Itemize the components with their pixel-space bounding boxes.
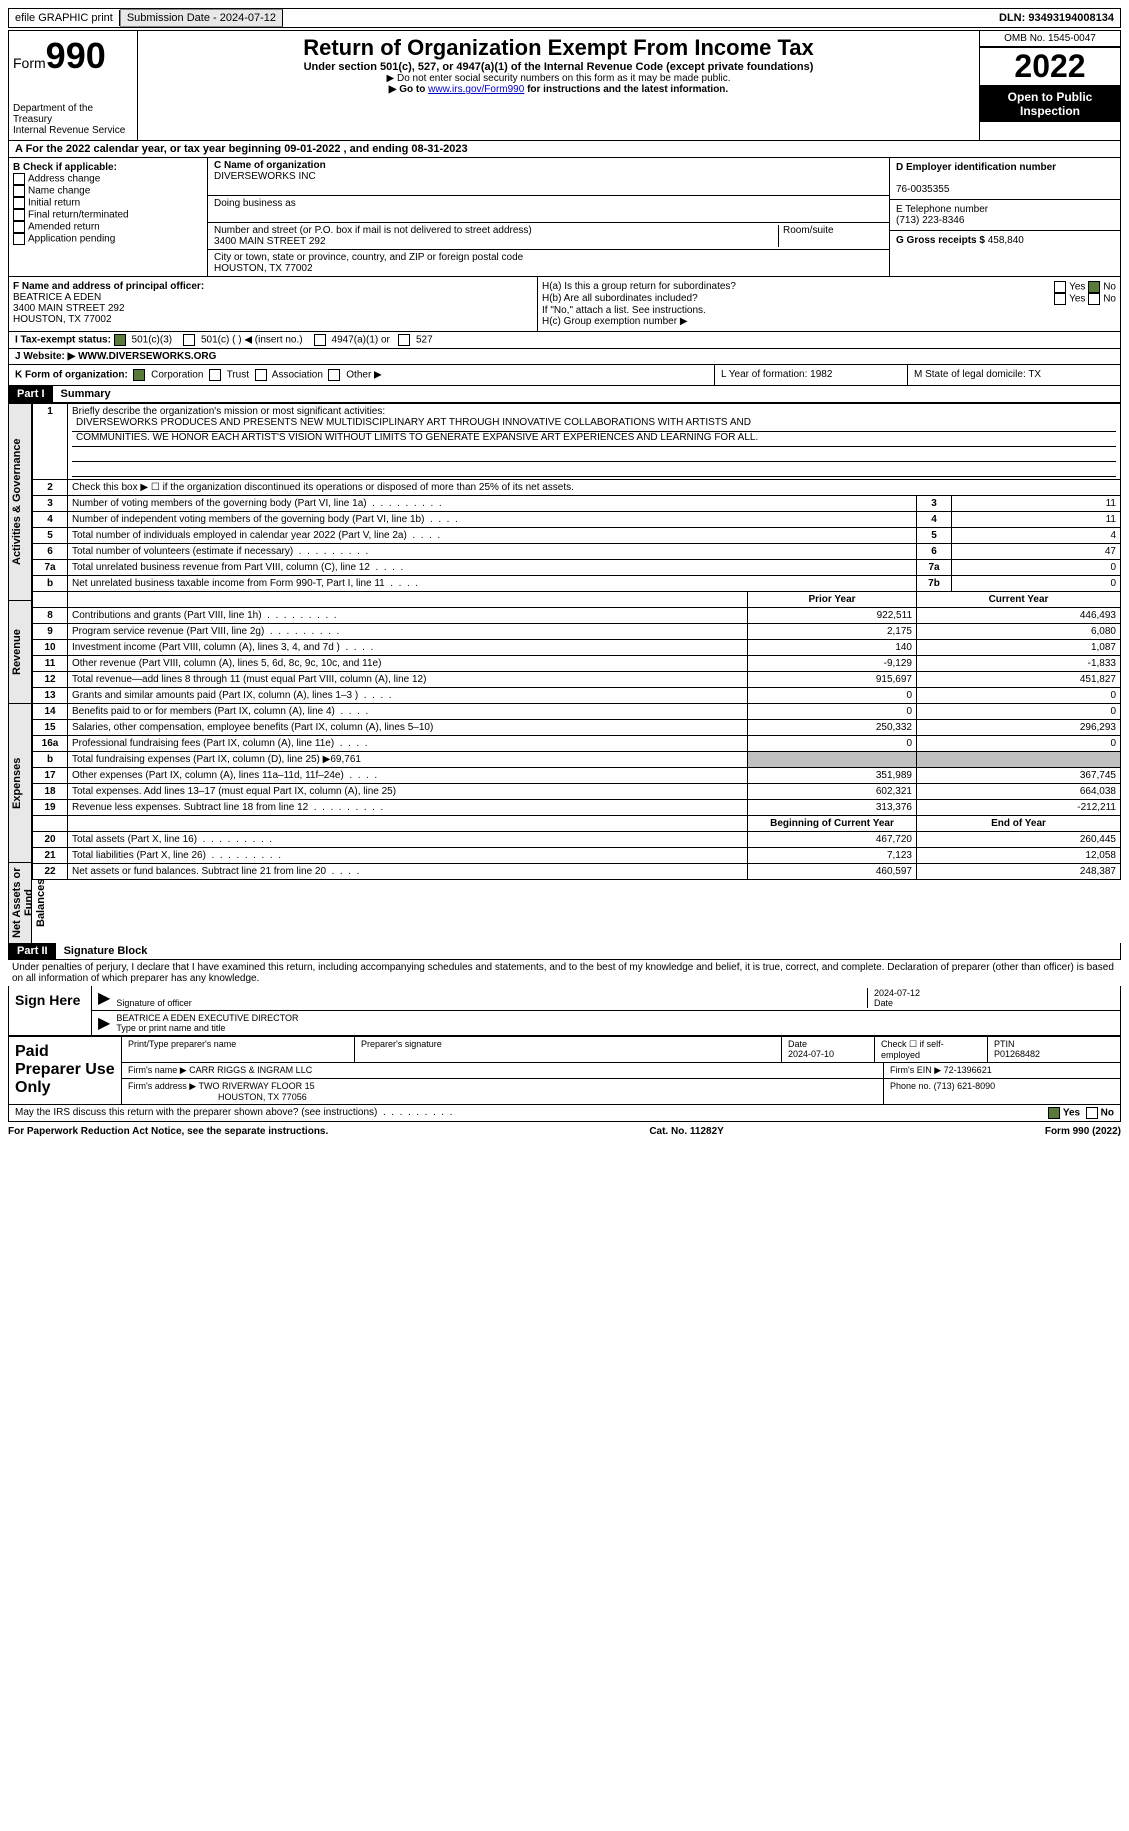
footer: For Paperwork Reduction Act Notice, see … xyxy=(8,1122,1121,1141)
form-sub: Under section 501(c), 527, or 4947(a)(1)… xyxy=(146,61,971,73)
sign-here: Sign Here ▶Signature of officer2024-07-1… xyxy=(8,986,1121,1037)
form-title: Return of Organization Exempt From Incom… xyxy=(146,35,971,61)
box-h: H(a) Is this a group return for subordin… xyxy=(538,277,1120,331)
form-number: Form990 xyxy=(13,35,133,77)
tab-netassets: Net Assets or Fund Balances xyxy=(8,862,32,943)
box-c: C Name of organizationDIVERSEWORKS INC D… xyxy=(208,158,890,276)
row-k: K Form of organization: Corporation Trus… xyxy=(9,364,1120,385)
open-badge: Open to Public Inspection xyxy=(980,86,1120,122)
arrow-icon: ▶ xyxy=(98,988,110,1008)
arrow-icon: ▶ xyxy=(98,1013,110,1033)
dept: Department of the Treasury xyxy=(13,103,133,125)
irs-link[interactable]: www.irs.gov/Form990 xyxy=(428,84,524,95)
dln: DLN: 93493194008134 xyxy=(993,10,1120,26)
line-a: A For the 2022 calendar year, or tax yea… xyxy=(9,141,1120,158)
pub1: ▶ Do not enter social security numbers o… xyxy=(146,73,971,84)
form-header: Form990 Department of the Treasury Inter… xyxy=(8,30,1121,141)
omb: OMB No. 1545-0047 xyxy=(980,31,1120,47)
pub2: ▶ Go to www.irs.gov/Form990 for instruct… xyxy=(146,84,971,95)
perjury: Under penalties of perjury, I declare th… xyxy=(8,960,1121,986)
tab-expenses: Expenses xyxy=(8,703,32,862)
part1-header: Part I Summary xyxy=(8,386,1121,403)
paid-preparer: Paid Preparer Use Only Print/Type prepar… xyxy=(8,1037,1121,1105)
irs: Internal Revenue Service xyxy=(13,125,133,136)
box-b: B Check if applicable: Address change Na… xyxy=(9,158,208,276)
summary-table: 1 Briefly describe the organization's mi… xyxy=(32,403,1121,880)
efile-label: efile GRAPHIC print xyxy=(9,10,120,26)
submission-btn[interactable]: Submission Date - 2024-07-12 xyxy=(120,9,283,27)
box-deg: D Employer identification number76-00353… xyxy=(890,158,1120,276)
box-f: F Name and address of principal officer:… xyxy=(9,277,538,331)
header-bar: efile GRAPHIC print Submission Date - 20… xyxy=(8,8,1121,28)
tax-year: 2022 xyxy=(980,47,1120,86)
discuss-line: May the IRS discuss this return with the… xyxy=(8,1105,1121,1122)
line-i: I Tax-exempt status: 501(c)(3) 501(c) ( … xyxy=(9,331,1120,348)
part2-header: Part II Signature Block xyxy=(8,943,1121,960)
tab-activities: Activities & Governance xyxy=(8,403,32,600)
line-j: J Website: ▶ WWW.DIVERSEWORKS.ORG xyxy=(9,348,1120,364)
summary-section: Activities & Governance Revenue Expenses… xyxy=(8,403,1121,943)
tab-revenue: Revenue xyxy=(8,600,32,703)
